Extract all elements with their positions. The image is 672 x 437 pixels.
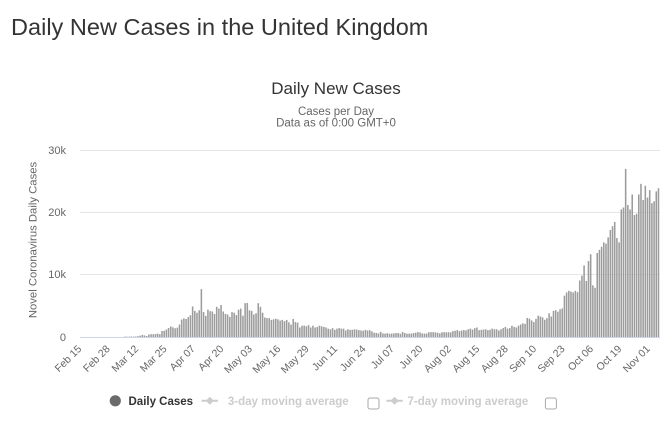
svg-text:May 16: May 16 [250,343,283,376]
svg-text:Nov 01: Nov 01 [621,343,653,375]
svg-text:Apr 07: Apr 07 [168,343,198,373]
svg-text:May 29: May 29 [279,343,312,376]
svg-text:7-day moving average: 7-day moving average [408,396,529,408]
svg-text:Apr 20: Apr 20 [196,343,226,373]
svg-text:10k: 10k [48,269,66,281]
svg-text:Aug 02: Aug 02 [422,343,454,375]
svg-text:Oct 19: Oct 19 [594,343,624,373]
svg-text:Jun 24: Jun 24 [338,343,369,374]
svg-text:Feb 28: Feb 28 [81,343,113,375]
svg-text:3-day moving average: 3-day moving average [228,396,349,408]
svg-text:Feb 15: Feb 15 [53,343,85,375]
svg-text:Daily Cases: Daily Cases [129,396,194,408]
svg-text:20k: 20k [48,207,66,219]
svg-text:Aug 15: Aug 15 [450,343,482,375]
svg-text:Aug 28: Aug 28 [479,343,511,375]
svg-text:0: 0 [60,332,66,344]
svg-text:Mar 12: Mar 12 [110,343,142,375]
svg-text:Sep 10: Sep 10 [507,343,539,375]
svg-text:May 03: May 03 [222,343,255,376]
svg-text:Novel Coronavirus Daily Cases: Novel Coronavirus Daily Cases [28,161,40,318]
svg-text:Jun 11: Jun 11 [310,343,340,373]
svg-text:Jul 07: Jul 07 [369,343,397,371]
svg-text:Daily New Cases: Daily New Cases [271,79,400,98]
svg-text:Mar 25: Mar 25 [138,343,170,375]
svg-text:Cases per Day: Cases per Day [298,106,374,118]
svg-text:Oct 06: Oct 06 [566,343,596,373]
svg-text:Sep 23: Sep 23 [536,343,568,375]
svg-text:Data as of 0:00 GMT+0: Data as of 0:00 GMT+0 [276,117,396,129]
svg-text:30k: 30k [48,145,66,157]
